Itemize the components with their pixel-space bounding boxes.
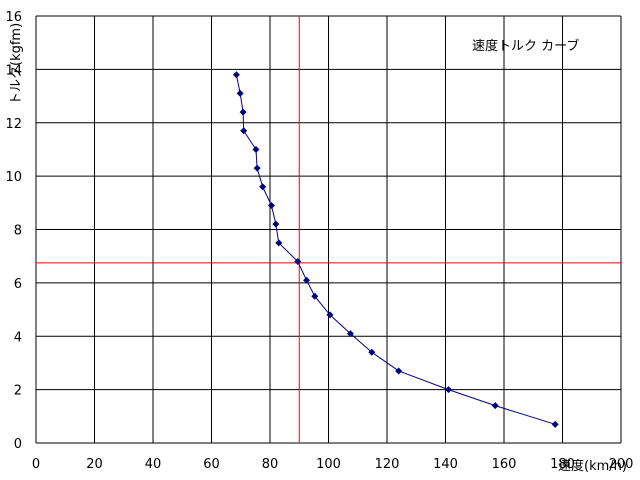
y-tick-label: 14 bbox=[5, 63, 22, 78]
data-point-marker bbox=[275, 239, 283, 247]
y-axis-label: トルク(kgfm) bbox=[9, 23, 24, 105]
x-tick-label: 140 bbox=[433, 457, 458, 472]
x-tick-label: 120 bbox=[375, 457, 400, 472]
data-point-marker bbox=[272, 220, 280, 228]
x-tick-label: 0 bbox=[32, 457, 40, 472]
data-point-marker bbox=[311, 292, 319, 300]
x-tick-label: 160 bbox=[492, 457, 517, 472]
data-point-marker bbox=[267, 201, 275, 209]
data-point-marker bbox=[368, 348, 376, 356]
y-tick-label: 12 bbox=[5, 117, 22, 132]
data-point-marker bbox=[252, 145, 260, 153]
y-tick-label: 6 bbox=[14, 277, 22, 292]
grid-lines bbox=[35, 15, 622, 444]
x-tick-label: 200 bbox=[609, 457, 634, 472]
data-point-marker bbox=[346, 330, 354, 338]
data-point-marker bbox=[294, 258, 302, 266]
x-tick-label: 180 bbox=[550, 457, 575, 472]
reference-lines bbox=[36, 16, 621, 443]
y-tick-label: 10 bbox=[5, 170, 22, 185]
data-point-marker bbox=[326, 311, 334, 319]
data-point-marker bbox=[444, 386, 452, 394]
y-tick-label: 2 bbox=[14, 384, 22, 399]
x-tick-label: 100 bbox=[316, 457, 341, 472]
y-tick-label: 0 bbox=[14, 437, 22, 452]
data-point-marker bbox=[491, 402, 499, 410]
data-point-marker bbox=[551, 420, 559, 428]
y-tick-label: 4 bbox=[14, 330, 22, 345]
x-tick-label: 80 bbox=[262, 457, 279, 472]
tick-labels: 0 20 40 60 80 100 120 140 160 180 200 0 2 4 6 8 10 12 14 16 bbox=[5, 10, 633, 472]
y-tick-label: 8 bbox=[14, 224, 22, 239]
series-group bbox=[232, 71, 559, 428]
x-tick-label: 60 bbox=[203, 457, 220, 472]
series-line bbox=[235, 74, 556, 425]
data-point-marker bbox=[395, 367, 403, 375]
data-point-marker bbox=[253, 164, 261, 172]
data-point-marker bbox=[259, 183, 267, 191]
y-tick-label: 16 bbox=[5, 10, 22, 25]
data-point-marker bbox=[236, 89, 244, 97]
data-point-marker bbox=[239, 108, 247, 116]
x-tick-label: 20 bbox=[86, 457, 103, 472]
data-point-marker bbox=[240, 127, 248, 135]
data-point-marker bbox=[232, 71, 240, 79]
data-point-marker bbox=[303, 276, 311, 284]
chart-title: 速度トルク カーブ bbox=[472, 38, 579, 54]
x-tick-label: 40 bbox=[145, 457, 162, 472]
x-axis-label: 速度(km/h) bbox=[558, 458, 627, 474]
